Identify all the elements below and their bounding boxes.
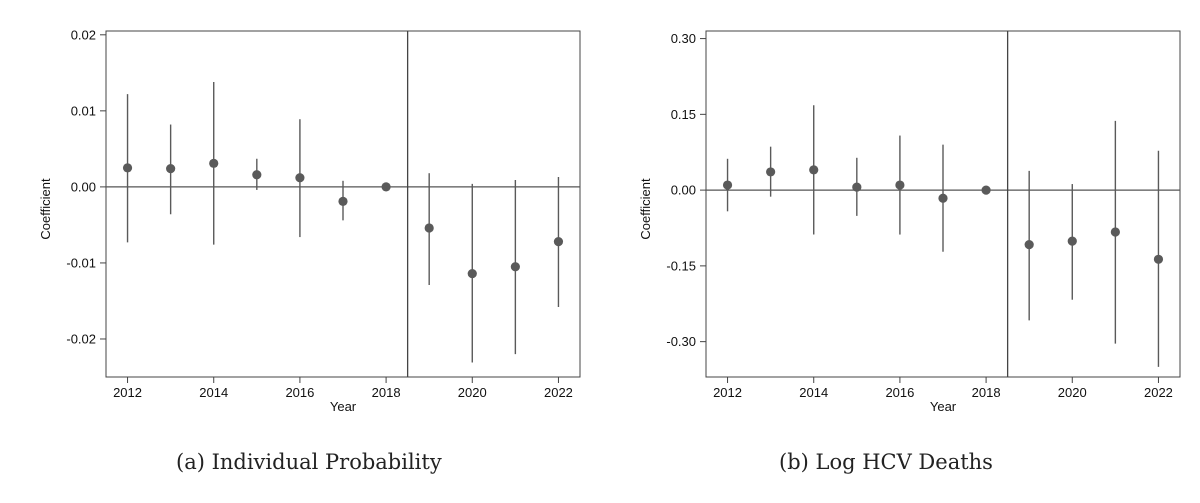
y-tick-label: 0.30: [671, 31, 696, 46]
x-tick-label: 2020: [1058, 385, 1087, 400]
y-tick-label: 0.00: [71, 179, 96, 194]
chart-log-hcv-deaths: 0.30 0.15 0.00 -0.15 -0.30 2012 2014 2016 2018 20…: [638, 30, 1181, 414]
caption-b: (b) Log HCV Deaths: [779, 450, 993, 474]
coefficient-point-2018: [981, 185, 991, 195]
x-tick-label: 2016: [885, 385, 914, 400]
x-tick-label: 2014: [199, 385, 228, 400]
x-tick-label: 2016: [285, 385, 314, 400]
y-tick-label: 0.15: [671, 107, 696, 122]
x-tick-label: 2018: [972, 385, 1001, 400]
chart-individual-probability: 0.02 0.01 0.00 -0.01 -0.02 2012 2014 2016 2018 20…: [38, 27, 581, 414]
coefficient-point-2020: [1067, 236, 1077, 246]
x-tick-label: 2022: [1144, 385, 1173, 400]
coefficient-point-2019: [424, 223, 434, 233]
coefficient-point-2012: [722, 180, 733, 190]
coefficient-point-2021: [1110, 227, 1120, 237]
coefficient-point-2012: [122, 163, 133, 173]
x-tick-label: 2018: [372, 385, 401, 400]
x-tick-label: 2014: [799, 385, 828, 400]
y-tick-label: -0.02: [66, 331, 96, 346]
coefficient-point-2013: [166, 164, 176, 174]
coefficient-point-2016: [895, 180, 905, 190]
coefficient-point-2018: [381, 182, 391, 192]
y-tick-label: -0.30: [666, 334, 696, 349]
y-tick-label: -0.01: [66, 255, 96, 270]
coefficient-point-2022: [1153, 254, 1164, 264]
coefficient-point-2016: [295, 173, 305, 183]
coefficient-point-2015: [852, 182, 862, 192]
y-axis-label: Coefficient: [638, 178, 653, 240]
plot-frame: [105, 30, 581, 378]
y-axis-label: Coefficient: [38, 178, 53, 240]
y-tick-label: 0.00: [671, 183, 696, 198]
x-tick-label: 2012: [113, 385, 142, 400]
coefficient-point-2021: [510, 262, 520, 272]
x-axis-label: Year: [930, 399, 957, 414]
caption-a: (a) Individual Probability: [176, 450, 442, 474]
coefficient-point-2019: [1024, 240, 1034, 250]
y-tick-label: 0.01: [71, 103, 96, 118]
plot-frame: [705, 30, 1181, 378]
y-tick-label: -0.15: [666, 258, 696, 273]
x-axis-label: Year: [330, 399, 357, 414]
y-tick-label: 0.02: [71, 27, 96, 42]
x-tick-label: 2022: [544, 385, 573, 400]
x-tick-label: 2012: [713, 385, 742, 400]
coefficient-point-2017: [938, 193, 948, 203]
coefficient-point-2014: [809, 165, 819, 175]
coefficient-point-2017: [338, 196, 348, 206]
coefficient-point-2022: [553, 237, 564, 247]
coefficient-point-2014: [209, 158, 219, 168]
coefficient-point-2013: [766, 167, 776, 177]
coefficient-point-2020: [467, 268, 477, 279]
coefficient-point-2015: [252, 170, 262, 180]
x-tick-label: 2020: [458, 385, 487, 400]
